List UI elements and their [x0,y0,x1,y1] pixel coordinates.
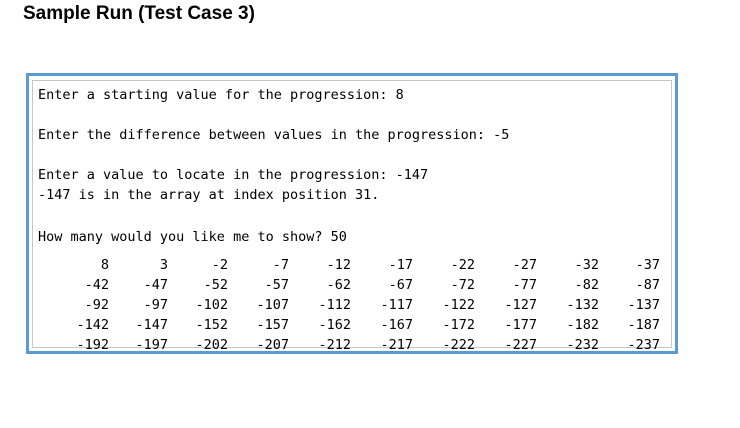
console-output-box: Enter a starting value for the progressi… [26,73,678,354]
table-cell: -72 [450,277,475,293]
table-cell: -172 [442,317,475,333]
prompt-show-count: How many would you like me to show? 50 [38,229,347,245]
progression-values-table: 8 3 -2 -7 -12 -17 -22 -27 -32 -37 -42 -47 -52 -57 -62-… [33,255,673,355]
table-cell: -37 [635,257,660,273]
prompt-difference: Enter the difference between values in t… [38,127,510,143]
table-cell: -132 [566,297,599,313]
table-cell: -117 [380,297,413,313]
prompt-starting-value: Enter a starting value for the progressi… [38,87,404,103]
table-cell: -67 [388,277,413,293]
table-cell: -87 [635,277,660,293]
table-cell: -47 [143,277,168,293]
table-cell: -77 [512,277,537,293]
table-cell: -187 [627,317,660,333]
table-cell: 3 [159,257,168,273]
prompt-locate-value: Enter a value to locate in the progressi… [38,167,429,183]
table-cell: -42 [84,277,109,293]
table-cell: -62 [326,277,351,293]
table-row: -42 -47 -52 -57 -62 -67 -72 -77 -82 -87 [33,275,673,295]
table-cell: -147 [135,317,168,333]
table-cell: -157 [256,317,289,333]
table-cell: -232 [566,337,599,353]
table-cell: -17 [388,257,413,273]
table-cell: -167 [380,317,413,333]
table-cell: -82 [574,277,599,293]
table-cell: -177 [504,317,537,333]
table-cell: -52 [203,277,228,293]
table-cell: -192 [76,337,109,353]
table-cell: -112 [318,297,351,313]
table-cell: -197 [135,337,168,353]
table-cell: -92 [84,297,109,313]
console-inner-frame: Enter a starting value for the progressi… [32,80,672,353]
table-cell: -142 [76,317,109,333]
table-cell: -202 [195,337,228,353]
table-row: 8 3 -2 -7 -12 -17 -22 -27 -32 -37 [33,255,673,275]
table-cell: -102 [195,297,228,313]
table-cell: -7 [272,257,289,273]
table-row: -92 -97 -102 -107 -112 -117 -122 -127 -132 -137 [33,295,673,315]
table-cell: -32 [574,257,599,273]
table-cell: -97 [143,297,168,313]
table-cell: -57 [264,277,289,293]
table-row: -142 -147 -152 -157 -162 -167 -172 -177 -182 -187 [33,315,673,335]
table-cell: -152 [195,317,228,333]
table-cell: -127 [504,297,537,313]
table-cell: -137 [627,297,660,313]
table-cell: -207 [256,337,289,353]
table-cell: -107 [256,297,289,313]
table-cell: -222 [442,337,475,353]
table-cell: -122 [442,297,475,313]
table-cell: -227 [504,337,537,353]
table-row: -192 -197 -202 -207 -212 -217 -222 -227 -232 -237 [33,335,673,355]
table-cell: -22 [450,257,475,273]
table-cell: -217 [380,337,413,353]
table-cell: -2 [211,257,228,273]
table-cell: -27 [512,257,537,273]
sample-run-heading: Sample Run (Test Case 3) [23,3,255,24]
table-cell: -162 [318,317,351,333]
table-cell: 8 [100,257,109,273]
table-cell: -212 [318,337,351,353]
table-cell: -237 [627,337,660,353]
table-cell: -182 [566,317,599,333]
table-cell: -12 [326,257,351,273]
locate-result: -147 is in the array at index position 3… [38,187,380,203]
